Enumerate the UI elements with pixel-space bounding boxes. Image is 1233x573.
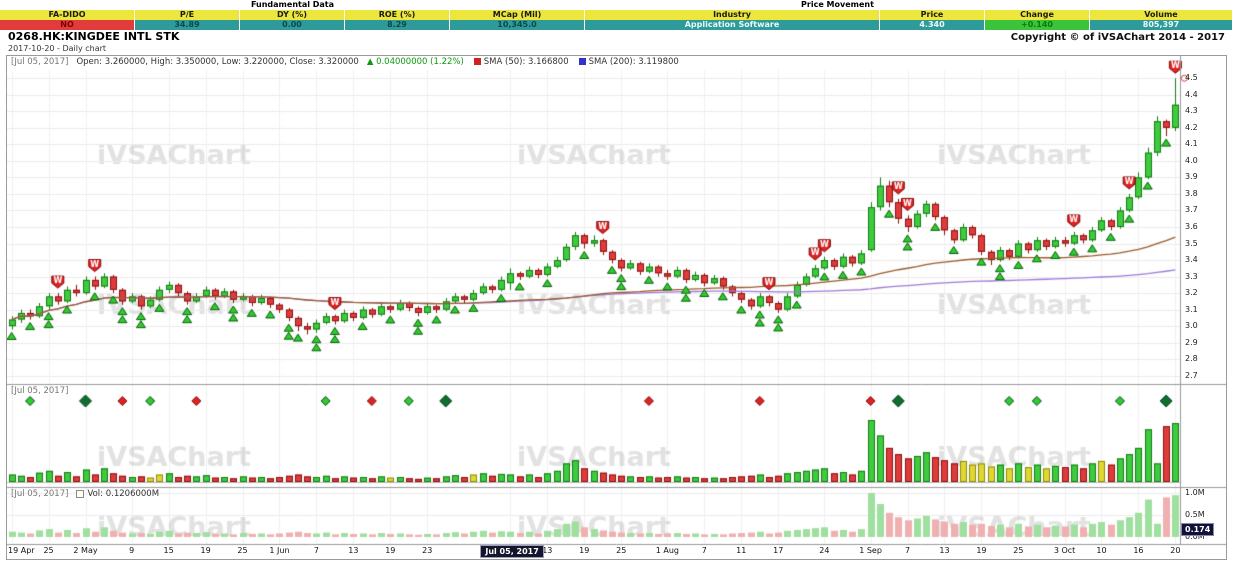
group-price-movement: Price Movement — [801, 0, 874, 9]
price-axis-label: 3.1 — [1185, 304, 1198, 314]
time-axis-label: 23 — [422, 546, 433, 555]
legend-ohlc: Open: 3.260000, High: 3.350000, Low: 3.2… — [76, 57, 359, 67]
volume-axis-label: 0.5M — [1185, 510, 1205, 519]
time-axis-label: 17 — [773, 546, 784, 555]
sma200-swatch-icon — [578, 58, 586, 65]
price-axis-label: 4.5 — [1185, 73, 1198, 83]
price-axis-label: 3.8 — [1185, 188, 1198, 198]
time-axis-label: 19 — [385, 546, 396, 555]
group-fundamental-data: Fundamental Data — [250, 0, 335, 9]
time-axis-label: 19 — [579, 546, 590, 555]
price-axis-label: 3.9 — [1185, 172, 1198, 182]
col-change-value: +0.140 — [985, 20, 1090, 30]
col-fadido-label: FA-DIDO — [0, 10, 135, 20]
sma50-swatch-icon — [473, 58, 481, 65]
time-axis-label: 7 — [313, 546, 319, 555]
col-price-label: Price — [880, 10, 985, 20]
col-industry-label: Industry — [585, 10, 880, 20]
price-axis-label: 4.4 — [1185, 89, 1198, 99]
col-mcap-value: 10,345.0 — [450, 20, 585, 30]
time-axis-label: 10 — [1096, 546, 1107, 555]
price-axis-label: 2.7 — [1185, 370, 1198, 380]
col-dy-label: DY (%) — [240, 10, 345, 20]
legend-date: [Jul 05, 2017] — [11, 57, 69, 67]
time-axis-label: 19 — [976, 546, 987, 555]
price-axis-label: 4.3 — [1185, 106, 1198, 116]
col-mcap-label: MCap (Mil) — [450, 10, 585, 20]
col-roe-label: ROE (%) — [345, 10, 450, 20]
volume-swatch-icon — [76, 489, 85, 498]
price-axis-label: 3.6 — [1185, 222, 1198, 231]
price-axis-label: 2.8 — [1185, 354, 1198, 364]
col-pe-label: P/E — [135, 10, 240, 20]
price-axis-label: 4.2 — [1185, 122, 1198, 132]
price-axis-label: 4.0 — [1185, 155, 1198, 165]
price-axis-label: 2.9 — [1185, 337, 1198, 347]
legend-sma200: SMA (200): 3.119800 — [588, 57, 679, 67]
legend-date: [Jul 05, 2017] — [11, 489, 69, 499]
volume-axis-label: 0.0M — [1185, 532, 1205, 541]
price-axis-label: 3.3 — [1185, 271, 1198, 281]
col-volume-label: Volume — [1090, 10, 1233, 20]
time-axis-label: 15 — [163, 546, 174, 555]
time-axis-label: 25 — [616, 546, 627, 555]
col-roe-value: 8.29 — [345, 20, 450, 30]
col-pe-value: 34.89 — [135, 20, 240, 30]
time-axis-label: 1 Sep — [859, 546, 882, 555]
price-axis-label: 3.5 — [1185, 238, 1198, 248]
chart-subtitle: 2017-10-20 - Daily chart — [8, 44, 107, 53]
legend-volume: Vol: 0.1206000M — [87, 489, 160, 499]
time-axis-label: 11 — [736, 546, 747, 555]
time-axis-label: 7 — [701, 546, 707, 555]
legend-change: ▲ 0.04000000 (1.22%) — [366, 57, 464, 67]
col-dy-value: 0.00 — [240, 20, 345, 30]
legend-date: [Jul 05, 2017] — [11, 386, 69, 396]
time-axis-label: 2 May — [73, 546, 98, 555]
indicator-pane-legend: [Jul 05, 2017] — [11, 386, 68, 396]
price-axis-label: 3.2 — [1185, 288, 1198, 298]
price-axis-label: 3.0 — [1185, 321, 1198, 331]
time-axis-label: 25 — [43, 546, 54, 555]
volume-axis-badge: 0.174 — [1181, 523, 1215, 537]
time-axis-label: 13 — [542, 546, 553, 555]
legend-sma50: SMA (50): 3.166800 — [483, 57, 569, 67]
time-axis-label: 25 — [237, 546, 248, 555]
volume-pane-legend: [Jul 05, 2017] Vol: 0.1206000M — [11, 489, 159, 499]
time-axis-label: 19 Apr — [8, 546, 35, 555]
time-axis-label: 16 — [1133, 546, 1144, 555]
col-change-label: Change — [985, 10, 1090, 20]
time-axis-label: 20 — [1170, 546, 1181, 555]
time-axis: 19 Apr 25 2 May 9 15 19 25 1 Jun 7 13 19 23 Jul 05, … — [7, 544, 1226, 559]
time-axis-label: 1 Jun — [269, 546, 290, 555]
time-axis-label: 7 — [904, 546, 911, 555]
time-axis-label: 3 Oct — [1053, 546, 1076, 555]
time-axis-label: 24 — [819, 546, 830, 555]
time-axis-label: 1 Aug — [655, 546, 679, 555]
symbol-title: 0268.HK:KINGDEE INTL STK — [8, 30, 180, 43]
chart-canvas[interactable] — [7, 56, 1226, 559]
chart-area: [Jul 05, 2017] Open: 3.260000, High: 3.35… — [6, 55, 1227, 560]
col-industry-value: Application Software — [585, 20, 880, 30]
main-chart-legend: [Jul 05, 2017] Open: 3.260000, High: 3.35… — [11, 57, 679, 67]
time-axis-label: 13 — [348, 546, 359, 555]
col-price-value: 4.340 — [880, 20, 985, 30]
copyright-text: Copyright © of iVSAChart 2014 - 2017 — [1010, 32, 1225, 43]
time-axis-label: 13 — [939, 546, 950, 555]
price-axis-label: 3.4 — [1185, 255, 1198, 265]
volume-axis-label: 1.0M — [1185, 488, 1205, 497]
time-axis-label: 9 — [129, 546, 135, 555]
col-fadido-value: NO — [0, 20, 135, 30]
selected-date-label: Jul 05, 2017 — [480, 545, 544, 558]
price-axis-label: 4.1 — [1185, 139, 1198, 149]
time-axis-label: 19 — [200, 546, 211, 555]
price-axis-label: 3.7 — [1185, 205, 1198, 215]
col-volume-value: 805,397 — [1090, 20, 1233, 30]
time-axis-label: 25 — [1013, 546, 1024, 555]
